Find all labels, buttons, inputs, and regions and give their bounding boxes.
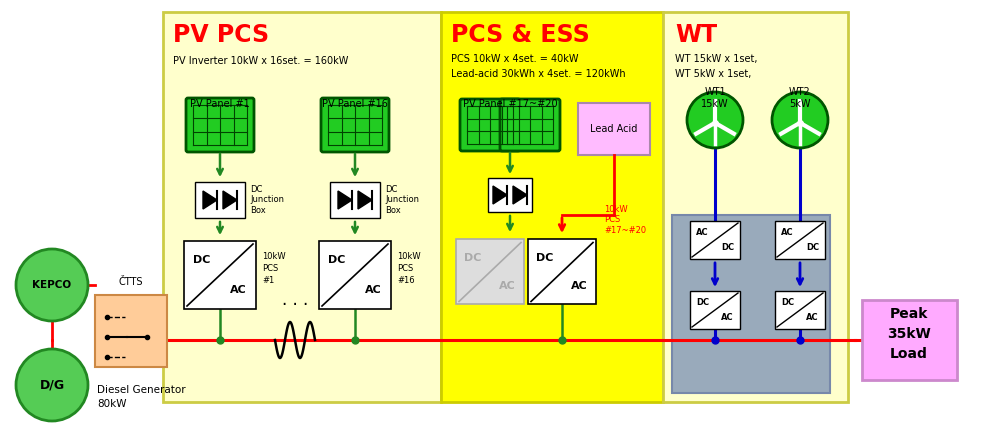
Text: WT 5kW x 1set,: WT 5kW x 1set,	[675, 69, 751, 79]
Text: AC: AC	[781, 228, 794, 237]
Bar	[775, 221, 825, 259]
Text: AC: AC	[721, 313, 734, 322]
Text: AC: AC	[499, 281, 515, 291]
Text: Peak: Peak	[890, 307, 928, 321]
Bar	[456, 239, 524, 304]
Polygon shape	[358, 191, 372, 209]
Text: 10kW: 10kW	[397, 252, 421, 261]
Text: DC: DC	[464, 253, 482, 263]
Text: 10kW
PCS
#17~#20: 10kW PCS #17~#20	[604, 205, 646, 235]
Circle shape	[772, 92, 828, 148]
Text: PV PCS: PV PCS	[173, 23, 269, 47]
Text: PV Inverter 10kW x 16set. = 160kW: PV Inverter 10kW x 16set. = 160kW	[173, 56, 348, 66]
Text: DC: DC	[193, 255, 211, 265]
Text: Diesel Generator: Diesel Generator	[97, 385, 186, 395]
Bar	[441, 12, 663, 402]
Bar	[528, 239, 596, 304]
Circle shape	[16, 349, 88, 421]
Text: 10kW: 10kW	[262, 252, 286, 261]
Polygon shape	[493, 186, 507, 204]
FancyBboxPatch shape	[186, 98, 254, 152]
Text: DC: DC	[721, 243, 734, 252]
Text: PV Panel #16: PV Panel #16	[322, 99, 388, 109]
Bar	[163, 12, 441, 402]
Bar	[319, 241, 391, 309]
Text: 15kW: 15kW	[701, 99, 729, 109]
Text: Lead-acid 30kWh x 4set. = 120kWh: Lead-acid 30kWh x 4set. = 120kWh	[451, 69, 626, 79]
Text: ČTTS: ČTTS	[119, 277, 143, 287]
Circle shape	[16, 249, 88, 321]
Text: AC: AC	[365, 285, 381, 295]
Bar	[690, 291, 740, 329]
Text: 80kW: 80kW	[97, 399, 126, 409]
FancyBboxPatch shape	[500, 99, 560, 151]
Text: PCS: PCS	[397, 264, 413, 273]
Text: AC: AC	[571, 281, 587, 291]
Text: DC
Junction
Box: DC Junction Box	[385, 185, 419, 215]
Bar	[862, 300, 957, 380]
Bar	[330, 182, 380, 218]
Polygon shape	[513, 186, 527, 204]
Text: #16: #16	[397, 276, 415, 285]
Text: Lead Acid: Lead Acid	[590, 124, 638, 134]
Text: #1: #1	[262, 276, 274, 285]
Bar	[663, 12, 848, 402]
Bar	[775, 291, 825, 329]
Text: DC: DC	[781, 298, 794, 307]
Text: AC: AC	[696, 228, 709, 237]
FancyBboxPatch shape	[460, 99, 520, 151]
Bar	[184, 241, 256, 309]
Text: Load: Load	[890, 347, 928, 361]
Text: DC: DC	[696, 298, 709, 307]
Text: AC: AC	[806, 313, 819, 322]
Text: PCS: PCS	[262, 264, 278, 273]
Text: PV Panel #17~#20: PV Panel #17~#20	[463, 99, 557, 109]
Circle shape	[687, 92, 743, 148]
Text: KEPCO: KEPCO	[32, 280, 72, 290]
Polygon shape	[203, 191, 217, 209]
Text: DC
Junction
Box: DC Junction Box	[250, 185, 284, 215]
Text: PV Panel #1: PV Panel #1	[190, 99, 250, 109]
Bar	[488, 178, 532, 212]
Text: D/G: D/G	[39, 378, 65, 392]
Text: AC: AC	[230, 285, 246, 295]
Text: PCS & ESS: PCS & ESS	[451, 23, 590, 47]
Bar	[195, 182, 245, 218]
Text: · · ·: · · ·	[282, 296, 308, 314]
Text: WT: WT	[675, 23, 717, 47]
FancyBboxPatch shape	[321, 98, 389, 152]
Bar	[690, 221, 740, 259]
Text: DC: DC	[328, 255, 346, 265]
Text: WT1: WT1	[704, 87, 726, 97]
Text: PCS 10kW x 4set. = 40kW: PCS 10kW x 4set. = 40kW	[451, 54, 578, 64]
Bar	[578, 103, 650, 155]
Polygon shape	[223, 191, 237, 209]
Text: 35kW: 35kW	[887, 327, 931, 341]
Text: WT2: WT2	[789, 87, 811, 97]
Polygon shape	[338, 191, 352, 209]
Bar	[95, 295, 167, 367]
Text: 5kW: 5kW	[789, 99, 811, 109]
Text: DC: DC	[806, 243, 819, 252]
Text: DC: DC	[536, 253, 554, 263]
Text: WT 15kW x 1set,: WT 15kW x 1set,	[675, 54, 758, 64]
Bar	[672, 215, 830, 393]
